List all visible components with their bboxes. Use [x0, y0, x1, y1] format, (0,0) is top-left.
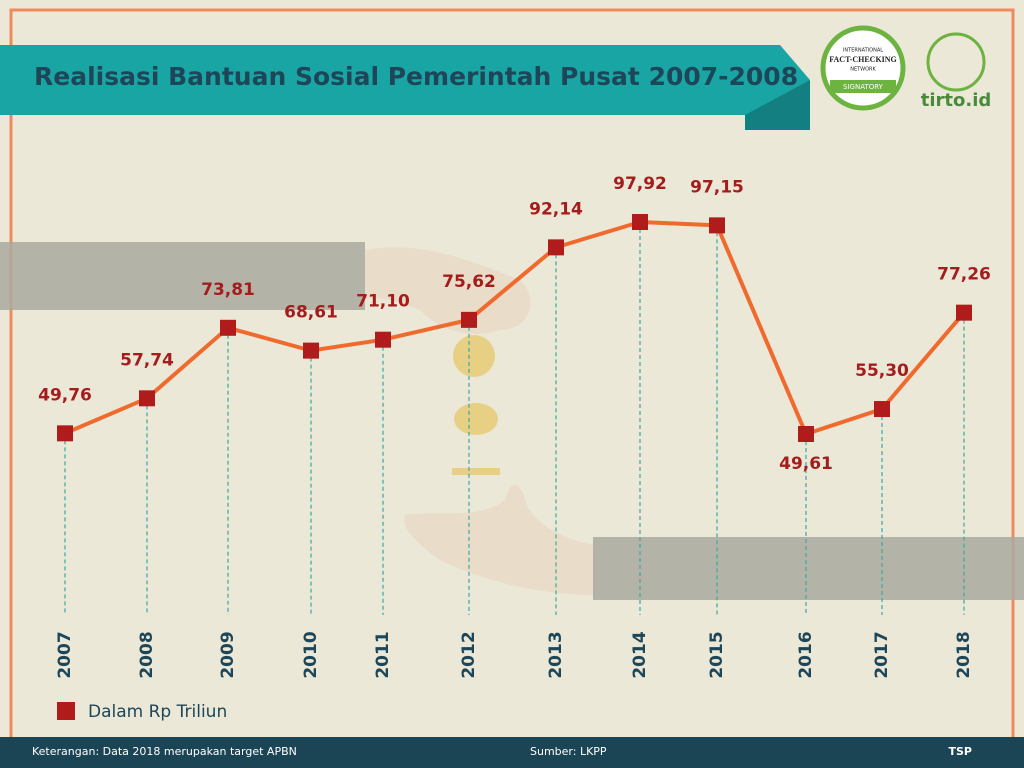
data-label: 77,26	[937, 265, 991, 285]
x-tick-label: 2011	[373, 631, 393, 678]
banner-fold	[745, 80, 810, 130]
hand-top	[365, 247, 531, 334]
title-banner	[0, 45, 810, 115]
coin	[452, 468, 500, 475]
data-label: 71,10	[356, 292, 410, 312]
sleeve-bottom	[593, 537, 1024, 600]
data-label: 73,81	[201, 280, 255, 300]
logo-badge	[830, 80, 896, 93]
coin	[454, 403, 498, 435]
marker	[709, 217, 725, 234]
marker	[303, 342, 319, 359]
sleeve-top	[0, 242, 365, 310]
x-tick-label: 2014	[630, 631, 650, 678]
chart-title: Realisasi Bantuan Sosial Pemerintah Pusa…	[34, 62, 798, 91]
coin	[453, 335, 495, 377]
x-tick-label: 2012	[459, 631, 479, 678]
x-tick-label: 2016	[796, 631, 816, 678]
marker	[461, 311, 477, 328]
data-label: 75,62	[442, 272, 496, 292]
hand-bottom	[404, 485, 595, 595]
legend-marker	[57, 702, 75, 720]
x-tick-label: 2010	[301, 631, 321, 678]
data-label: 92,14	[529, 199, 583, 219]
marker	[220, 319, 236, 336]
legend-label: Dalam Rp Triliun	[88, 702, 227, 722]
data-label: 55,30	[855, 361, 909, 381]
x-tick-label: 2018	[954, 631, 974, 678]
marker	[632, 214, 648, 230]
footer-credit: TSP	[949, 745, 973, 758]
footer-note: Keterangan: Data 2018 merupakan target A…	[32, 745, 297, 758]
marker	[375, 331, 391, 348]
marker	[139, 390, 155, 407]
data-label: 49,61	[779, 454, 833, 474]
x-tick-label: 2015	[707, 631, 727, 678]
footer-source: Sumber: LKPP	[530, 745, 607, 758]
data-label: 68,61	[284, 303, 338, 323]
logo-text: SIGNATORY	[843, 83, 884, 91]
marker	[798, 426, 814, 442]
x-tick-label: 2017	[872, 631, 892, 678]
x-tick-label: 2013	[546, 631, 566, 678]
data-label: 49,76	[38, 385, 92, 405]
series-line	[64, 219, 966, 437]
data-label: 57,74	[120, 350, 174, 370]
footer-band	[0, 737, 1024, 768]
x-tick-label: 2008	[137, 631, 157, 678]
logo-text: NETWORK	[850, 67, 876, 73]
marker	[956, 304, 972, 321]
marker	[548, 239, 564, 256]
plot: 49,76 57,74 73,81 68,61 71,10 75,62 92,14 97,92…	[38, 174, 991, 679]
logo-text: FACT-CHECKING	[829, 55, 897, 64]
data-label: 97,15	[690, 177, 744, 197]
data-label: 97,92	[613, 174, 667, 194]
marker	[874, 401, 890, 418]
x-tick-label: 2007	[55, 631, 75, 678]
logo-text: INTERNATIONAL	[843, 48, 883, 54]
frame	[9, 8, 1015, 768]
marker	[57, 425, 73, 442]
brand-logo	[926, 32, 986, 92]
brand-text: tirto.id	[921, 90, 992, 111]
x-tick-label: 2009	[218, 631, 238, 678]
